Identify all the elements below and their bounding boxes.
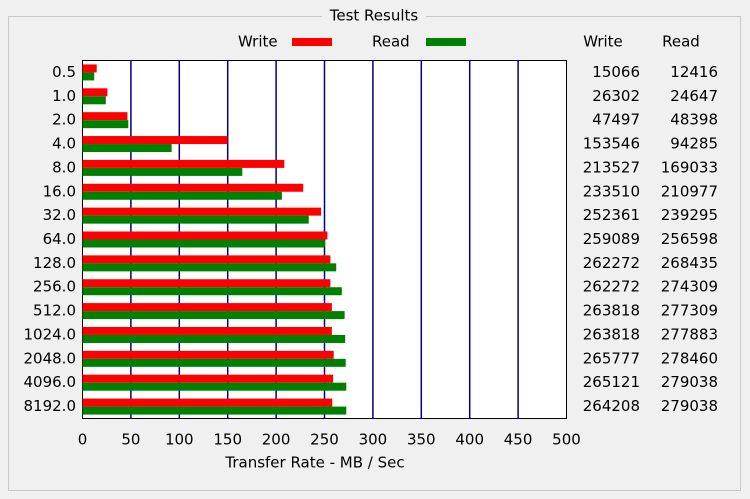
table-cell: 268435 [661,254,718,272]
table-cell: 239295 [661,206,718,224]
table-cell: 277883 [661,325,718,343]
x-tick-label: 50 [121,431,140,449]
x-tick-label: 500 [552,431,581,449]
y-tick-label: 2.0 [52,111,76,129]
table-cell: 252361 [583,206,640,224]
x-axis-label: Transfer Rate - MB / Sec [224,454,404,472]
y-tick-label: 4096.0 [24,373,77,391]
table-cell: 263818 [583,325,640,343]
bar [82,159,285,168]
x-tick-label: 350 [407,431,436,449]
x-tick-label: 450 [504,431,533,449]
y-tick-label: 16.0 [43,182,76,200]
table-cell: 153546 [583,135,640,153]
table-cell: 169033 [661,158,718,176]
bar [82,191,282,200]
x-tick-label: 0 [78,431,88,449]
group-title: Test Results [329,7,419,25]
bar [82,167,243,176]
bar [82,64,97,73]
y-tick-label: 2048.0 [24,349,77,367]
table-cell: 48398 [670,111,718,129]
bar [82,136,228,145]
bar [82,231,328,240]
bar [82,406,347,415]
y-tick-label: 256.0 [33,278,76,296]
legend-swatch [426,38,466,46]
table-cell: 210977 [661,182,718,200]
table-cell: 24647 [670,87,718,105]
table-cell: 15066 [592,63,640,81]
y-tick-label: 512.0 [33,302,76,320]
table-cell: 94285 [670,135,718,153]
table-cell: 262272 [583,278,640,296]
bar [82,255,331,264]
y-tick-label: 128.0 [33,254,76,272]
bar [82,263,337,272]
bar [82,382,347,391]
legend-label: Write [238,33,278,51]
table-cell: 213527 [583,158,640,176]
bar [82,72,95,81]
legend-label: Read [372,33,410,51]
y-tick-label: 4.0 [52,135,76,153]
bar [82,287,342,296]
y-tick-label: 8192.0 [24,397,77,415]
y-tick-label: 1.0 [52,87,76,105]
bar [82,303,332,312]
bar [82,120,129,129]
table-cell: 278460 [661,349,718,367]
bar [82,358,346,367]
y-tick-label: 0.5 [52,63,76,81]
y-tick-label: 64.0 [43,230,76,248]
table-cell: 259089 [583,230,640,248]
bar [82,279,331,288]
title-gap [322,6,426,26]
bar [82,326,332,335]
bar [82,88,108,97]
table-cell: 265777 [583,349,640,367]
bar [82,183,304,192]
x-tick-label: 250 [310,431,339,449]
bar [82,112,128,121]
x-tick-label: 400 [455,431,484,449]
bar [82,374,334,383]
bar [82,144,172,153]
bar [82,207,322,216]
table-cell: 265121 [583,373,640,391]
table-cell: 256598 [661,230,718,248]
bar [82,398,333,407]
y-tick-label: 32.0 [43,206,76,224]
table-cell: 277309 [661,302,718,320]
bar [82,96,106,105]
table-cell: 279038 [661,373,718,391]
table-cell: 262272 [583,254,640,272]
table-cell: 263818 [583,302,640,320]
x-tick-label: 100 [165,431,194,449]
bar [82,311,345,320]
table-header: Write [583,33,623,51]
x-tick-label: 300 [359,431,388,449]
x-tick-label: 150 [213,431,242,449]
table-header: Read [662,33,700,51]
legend-swatch [292,38,332,46]
y-tick-label: 1024.0 [24,325,77,343]
table-cell: 12416 [670,63,718,81]
table-cell: 47497 [592,111,640,129]
bar [82,350,334,359]
x-tick-label: 200 [262,431,291,449]
table-cell: 279038 [661,397,718,415]
table-cell: 264208 [583,397,640,415]
bar [82,334,346,343]
bar [82,215,309,224]
y-tick-label: 8.0 [52,158,76,176]
bar [82,239,326,248]
table-cell: 274309 [661,278,718,296]
table-cell: 233510 [583,182,640,200]
table-cell: 26302 [592,87,640,105]
